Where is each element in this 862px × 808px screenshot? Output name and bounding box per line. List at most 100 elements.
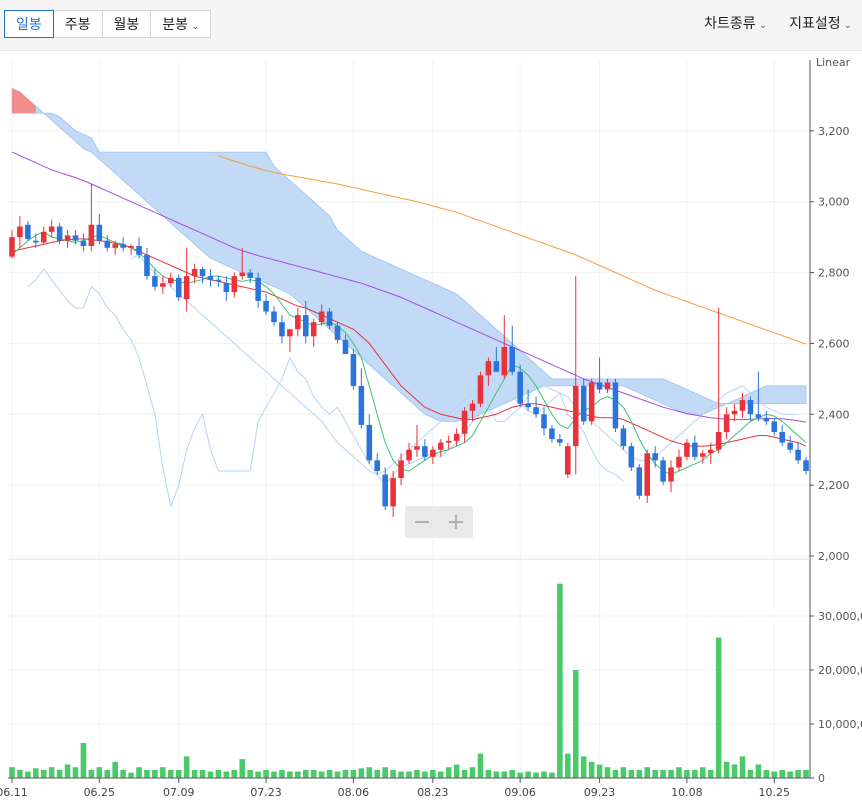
volume-bar [644, 767, 650, 778]
volume-bar [755, 764, 762, 778]
volume-bar [620, 767, 627, 778]
candle-body [128, 246, 134, 248]
period-tabs: 일봉 주봉 월봉 분봉 ⌄ [4, 10, 212, 38]
tab-daily[interactable]: 일봉 [4, 10, 54, 38]
time-tick-label: 07.09 [163, 786, 195, 799]
volume-bar [334, 771, 341, 778]
volume-bar [636, 769, 643, 778]
candle [88, 184, 95, 252]
volume-bar [588, 761, 595, 778]
candle-body [715, 432, 722, 450]
chart-type-label: 차트종류 [704, 16, 756, 32]
volume-bar [795, 769, 801, 778]
volume-bar [493, 771, 500, 778]
volume-bar [406, 771, 412, 778]
zoom-out-button[interactable]: − [412, 509, 432, 535]
candle-body [636, 467, 643, 496]
volume-bar [469, 767, 476, 778]
candle [660, 456, 666, 486]
candle-body [692, 442, 698, 457]
volume-bar [747, 769, 754, 778]
candle [469, 400, 476, 422]
candle-body [144, 254, 150, 277]
candle-body [430, 449, 436, 457]
volume-bar [271, 771, 277, 778]
volume-bar [707, 769, 714, 778]
candle [565, 442, 571, 479]
candle-body [787, 442, 793, 450]
volume-bar [33, 768, 39, 778]
candle [461, 407, 468, 443]
volume-bar [390, 769, 396, 778]
candle-body [493, 361, 500, 372]
volume-tick-label: 20,000,00 [818, 664, 862, 677]
candle-body [477, 375, 484, 404]
candle-body [612, 382, 619, 429]
volume-bar [437, 771, 444, 778]
volume-bar [382, 767, 388, 778]
volume-bar [763, 769, 770, 778]
chart-axes: 2,000 2,200 2,400 2,600 2,800 3,000 3,200 0 10,0… [0, 56, 862, 799]
ma120-line [218, 155, 807, 345]
chart-grid [8, 60, 810, 778]
candle [636, 463, 643, 500]
stock-chart[interactable]: 2,000 2,200 2,400 2,600 2,800 3,000 3,200 0 10,0… [0, 50, 862, 808]
candle [80, 233, 87, 252]
chart-type-menu[interactable]: 차트종류 ⌄ [704, 10, 767, 38]
volume-bar [541, 771, 547, 778]
indicator-settings-menu[interactable]: 지표설정 ⌄ [789, 10, 852, 38]
candle [644, 449, 650, 503]
volume-bar [191, 769, 198, 778]
candle [112, 240, 118, 255]
candle-body [191, 269, 198, 277]
candle [302, 300, 309, 344]
candle-body [310, 322, 317, 337]
volume-bar [9, 767, 15, 778]
candle [572, 276, 579, 475]
candle [596, 357, 603, 394]
candle-body [199, 269, 206, 277]
ichimoku-cloud [11, 87, 807, 422]
candle-body [382, 474, 388, 507]
candle-body [56, 226, 63, 241]
candle-body [88, 224, 95, 246]
volume-bar [398, 771, 404, 778]
candle [9, 230, 15, 259]
candle [33, 233, 39, 248]
ma20-line [11, 238, 807, 447]
candle [763, 410, 770, 425]
candle [25, 221, 31, 241]
candle [334, 322, 341, 344]
volume-bar [207, 771, 214, 778]
candle-body [183, 276, 190, 300]
candle [287, 329, 293, 353]
candle-body [731, 410, 738, 415]
volume-bar [723, 761, 730, 778]
volume-bar [358, 768, 365, 778]
tab-minute[interactable]: 분봉 ⌄ [151, 10, 212, 38]
volume-bar [168, 769, 174, 778]
tab-weekly[interactable]: 주봉 [53, 10, 103, 38]
candle [517, 364, 523, 408]
candle-body [723, 414, 730, 432]
volume-bar [279, 769, 285, 778]
candle [96, 214, 103, 245]
tab-monthly[interactable]: 월봉 [102, 10, 152, 38]
candle [318, 304, 325, 326]
candle-body [48, 226, 55, 232]
candle [692, 435, 698, 461]
candle [144, 247, 150, 280]
zoom-in-button[interactable]: + [446, 509, 466, 535]
price-tick-label: 2,600 [818, 337, 850, 350]
candle-body [287, 329, 293, 337]
volume-bar [739, 756, 746, 778]
lagging-span-line [27, 268, 624, 509]
volume-bar [175, 769, 182, 778]
candle [406, 442, 412, 464]
candle [430, 446, 436, 464]
candle [779, 424, 785, 447]
volume-bar [215, 769, 222, 778]
candle [803, 456, 809, 475]
volume-bar [715, 637, 722, 778]
volume-bar [144, 769, 150, 778]
